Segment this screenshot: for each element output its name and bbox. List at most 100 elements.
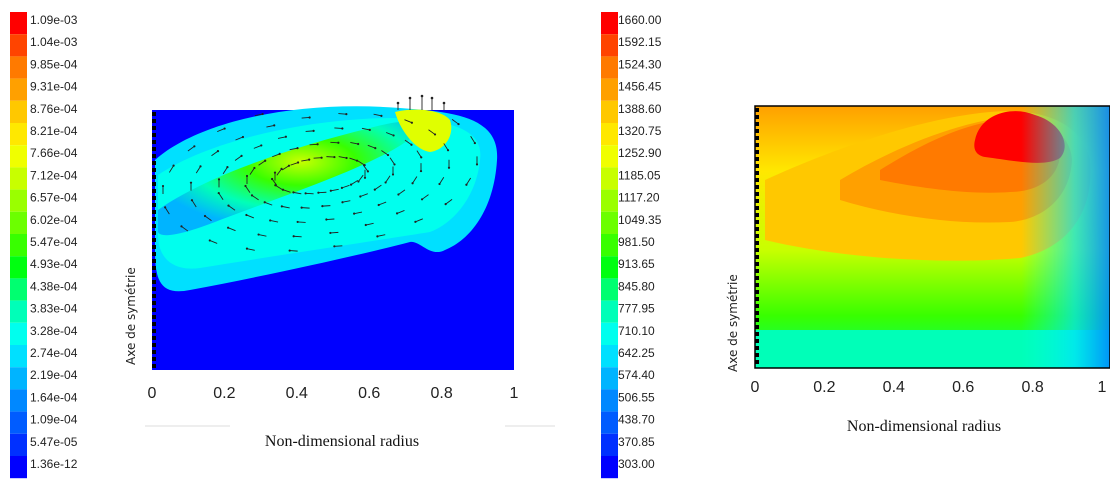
velocity-vector-head: [209, 239, 211, 241]
axis-marker: [152, 343, 156, 347]
velocity-vector-head: [325, 218, 327, 220]
colorbar-swatch: [601, 301, 618, 323]
velocity-vector: [322, 206, 330, 207]
velocity-vector-head: [380, 115, 382, 117]
velocity-vector-head: [414, 221, 416, 223]
velocity-vector-head: [281, 205, 283, 207]
axis-marker: [755, 185, 759, 189]
axis-marker: [152, 133, 156, 137]
velocity-vector-head: [246, 175, 248, 177]
axis-marker: [755, 290, 759, 294]
axis-marker: [152, 357, 156, 361]
colorbar-swatch: [10, 190, 27, 212]
velocity-vector-head: [374, 189, 376, 191]
colorbar-label: 506.55: [618, 390, 655, 404]
x-tick-label: 0.8: [1021, 379, 1043, 396]
colorbar-swatch: [10, 345, 27, 367]
velocity-vector: [290, 251, 298, 252]
colorbar-swatch: [601, 278, 618, 300]
velocity-vector: [334, 128, 342, 129]
velocity-vector-head: [350, 184, 352, 186]
colorbar-label: 1117.20: [618, 191, 660, 205]
axis-marker: [755, 227, 759, 231]
colorbar-label: 1.04e-03: [30, 35, 78, 49]
velocity-vector-head: [341, 201, 343, 203]
axis-marker: [755, 248, 759, 252]
velocity-vector: [294, 236, 302, 237]
axis-marker: [152, 168, 156, 172]
colorbar-swatch: [601, 145, 618, 167]
colorbar-label: 6.02e-04: [30, 213, 78, 227]
velocity-vector-head: [308, 159, 310, 161]
axis-marker: [755, 262, 759, 266]
velocity-vector-head: [288, 165, 290, 167]
velocity-vector-head: [384, 181, 386, 183]
axis-marker: [755, 346, 759, 350]
colorbar-swatch: [10, 79, 27, 101]
velocity-vector-head: [289, 249, 291, 251]
velocity-vector-head: [260, 144, 262, 146]
x-tick-label: 0: [148, 385, 157, 402]
velocity-vector-head: [309, 116, 311, 118]
colorbar-label: 1.09e-04: [30, 413, 78, 427]
axis-marker: [755, 353, 759, 357]
velocity-vector-head: [369, 129, 371, 131]
x-axis-label: Non-dimensional radius: [847, 418, 1001, 435]
axis-marker: [755, 192, 759, 196]
velocity-vector-head: [359, 195, 361, 197]
colorbar-label: 1592.15: [618, 35, 662, 49]
axis-marker: [152, 238, 156, 242]
axis-marker: [755, 136, 759, 140]
axis-marker: [152, 308, 156, 312]
axis-marker: [152, 301, 156, 305]
colorbar-label: 642.25: [618, 346, 655, 360]
velocity-vector-head: [374, 147, 376, 149]
colorbar-swatch: [10, 323, 27, 345]
x-tick-label: 0.2: [213, 385, 235, 402]
velocity-vector-head: [305, 192, 307, 194]
velocity-vector-head: [378, 204, 380, 206]
axis-marker: [152, 315, 156, 319]
axis-marker: [755, 325, 759, 329]
velocity-vector-head: [333, 156, 335, 158]
velocity-vector-head: [341, 187, 343, 189]
axis-marker: [755, 171, 759, 175]
colorbar-swatch: [10, 34, 27, 56]
velocity-vector-head: [448, 167, 450, 169]
velocity-vector-head: [313, 130, 315, 132]
velocity-vector-head: [274, 172, 276, 174]
velocity-vector-head: [420, 170, 422, 172]
x-tick-label: 0.4: [883, 379, 905, 396]
velocity-vector-head: [476, 163, 478, 165]
axis-marker: [152, 245, 156, 249]
velocity-vector: [330, 142, 338, 143]
colorbar-label: 3.28e-04: [30, 324, 78, 338]
axis-marker: [152, 140, 156, 144]
velocity-vector-head: [227, 227, 229, 229]
velocity-vector-head: [411, 122, 413, 124]
axis-marker: [755, 213, 759, 217]
axis-marker: [152, 119, 156, 123]
axis-marker: [152, 154, 156, 158]
outflow-vector-head: [443, 102, 446, 105]
axis-marker: [755, 304, 759, 308]
y-axis-label: Axe de symétrie: [726, 274, 740, 372]
x-tick-label: 0.8: [430, 385, 452, 402]
colorbar-label: 9.31e-04: [30, 80, 78, 94]
colorbar-label: 370.85: [618, 435, 655, 449]
colorbar-label: 1320.75: [618, 124, 662, 138]
axis-marker: [755, 318, 759, 322]
colorbar-label: 777.95: [618, 302, 655, 316]
velocity-vector-head: [438, 183, 440, 185]
velocity-vector-head: [164, 206, 166, 208]
velocity-vector-head: [218, 192, 220, 194]
velocity-vector-head: [172, 165, 174, 167]
axis-marker: [152, 182, 156, 186]
axis-marker: [152, 350, 156, 354]
velocity-vector-head: [447, 149, 449, 151]
axis-marker: [755, 122, 759, 126]
axis-marker: [152, 126, 156, 130]
velocity-vector-head: [297, 161, 299, 163]
outflow-vector-head: [397, 102, 400, 105]
velocity-vector-head: [262, 113, 264, 115]
